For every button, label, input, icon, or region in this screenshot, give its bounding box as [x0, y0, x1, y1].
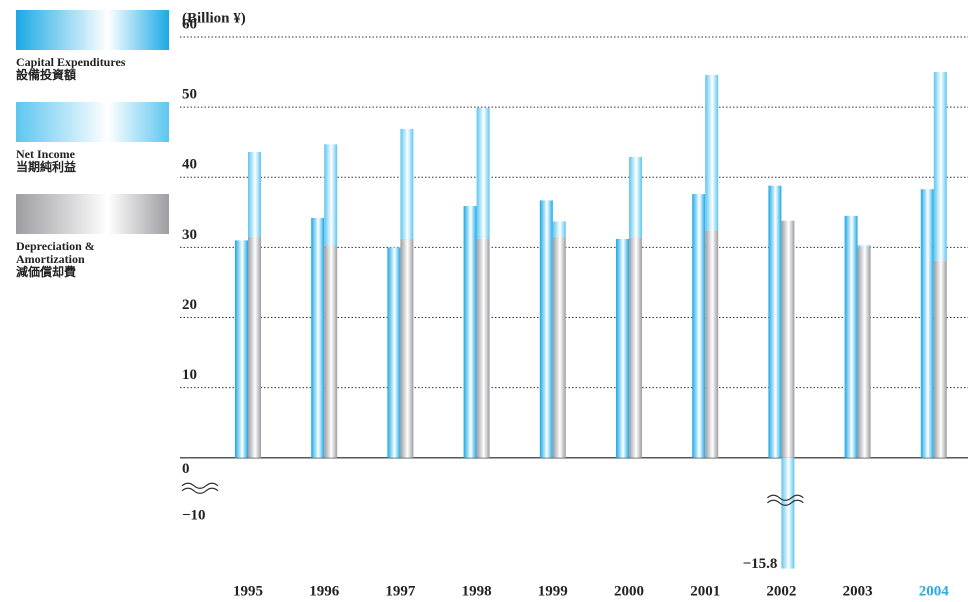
bar [463, 206, 477, 458]
x-tick-label: 2003 [843, 583, 873, 599]
x-tick-label: 1999 [538, 583, 568, 599]
axis-break [181, 487, 219, 494]
bar [920, 189, 934, 458]
bar [616, 238, 629, 458]
bar [781, 220, 795, 458]
legend-label: 減価償却費 [16, 265, 77, 279]
bar [476, 107, 490, 239]
legend-item: Net Income 当期純利益 [16, 102, 176, 174]
bar [933, 260, 947, 458]
legend-item: Capital Expenditures 設備投資額 [16, 10, 176, 82]
bar [400, 238, 414, 458]
y-tick-label: 20 [182, 297, 197, 313]
legend-label: Capital Expenditures [16, 55, 126, 69]
legend: Capital Expenditures 設備投資額 Net Income 当期純利益… [16, 10, 176, 299]
y-axis-label: (Billion ¥) [182, 10, 246, 26]
bar [400, 128, 414, 239]
x-tick-label: 2000 [614, 583, 644, 599]
bar [857, 245, 871, 248]
y-tick-label: 10 [182, 367, 197, 383]
bar [768, 185, 782, 458]
x-tick-label: 2004 [919, 583, 950, 599]
bar [629, 156, 642, 238]
x-tick-label: 1998 [462, 583, 492, 599]
bar [552, 221, 566, 237]
axis-break [181, 482, 219, 489]
x-tick-label: 1996 [309, 583, 340, 599]
bar [844, 215, 858, 458]
bar [248, 236, 261, 458]
bar [629, 237, 642, 458]
bar [539, 200, 553, 458]
x-tick-label: 2001 [690, 583, 720, 599]
bar [705, 74, 719, 231]
x-tick-label: 1997 [385, 583, 416, 599]
bar [552, 236, 566, 458]
x-tick-label: 2002 [766, 583, 796, 599]
legend-label: 当期純利益 [16, 160, 77, 174]
legend-label: Depreciation & Amortization [16, 239, 95, 266]
bar [311, 217, 325, 458]
data-label: −15.8 [743, 556, 778, 572]
bar [235, 240, 248, 458]
bar [324, 245, 338, 458]
legend-label: Net Income [16, 147, 75, 161]
bar [857, 247, 871, 458]
legend-swatch [16, 102, 169, 142]
bar [692, 194, 706, 458]
legend-label: 設備投資額 [16, 68, 77, 82]
bar [781, 457, 795, 569]
legend-swatch [16, 10, 169, 50]
legend-item: Depreciation & Amortization 減価償却費 [16, 194, 176, 279]
y-tick-label: −10 [182, 507, 206, 523]
bar [248, 152, 261, 237]
y-tick-label: 30 [182, 227, 197, 243]
x-tick-label: 1995 [233, 583, 263, 599]
legend-swatch [16, 194, 169, 234]
y-tick-label: 0 [182, 461, 190, 477]
y-tick-label: 40 [182, 157, 197, 173]
axis-break [767, 494, 804, 501]
bar [324, 144, 338, 246]
y-tick-label: 50 [182, 87, 197, 103]
bar [476, 238, 490, 458]
bar [705, 230, 719, 458]
axis-break [767, 499, 804, 506]
bar [933, 72, 947, 261]
bar [387, 247, 401, 458]
y-tick-label: 60 [182, 16, 197, 32]
